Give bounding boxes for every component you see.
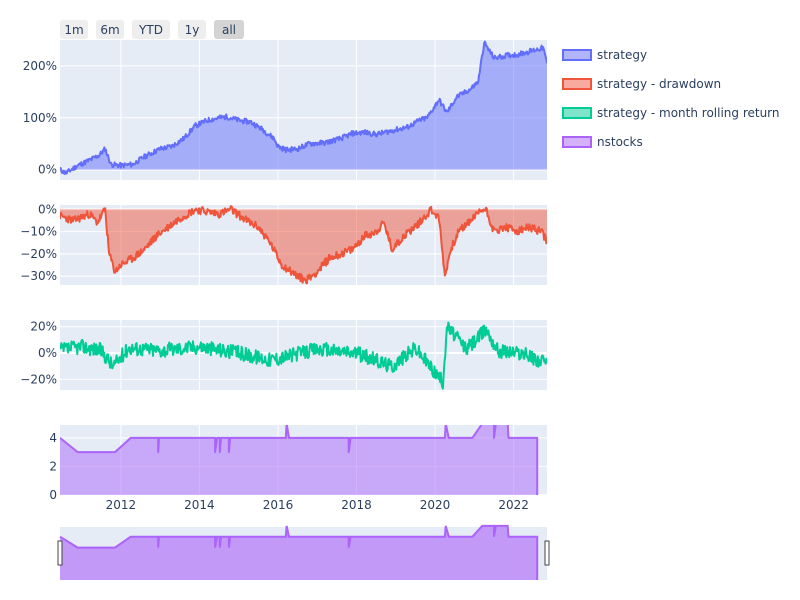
range-button-ytd[interactable]: YTD bbox=[132, 20, 170, 39]
x-tick-label: 2018 bbox=[341, 498, 372, 512]
legend-swatch bbox=[562, 78, 592, 90]
y-tick-label: 2 bbox=[49, 459, 57, 473]
y-tick-label: −30% bbox=[20, 269, 57, 283]
range-button-label: YTD bbox=[138, 23, 163, 37]
range-selector: 1m 6m YTD 1y all bbox=[60, 20, 244, 39]
legend-item-rolling[interactable]: strategy - month rolling return bbox=[562, 106, 780, 120]
range-handle-left[interactable] bbox=[57, 540, 63, 566]
y-tick-label: 4 bbox=[49, 431, 57, 445]
area-fill-drawdown bbox=[60, 206, 547, 284]
y-tick-label: −20% bbox=[20, 247, 57, 261]
legend-item-strategy[interactable]: strategy bbox=[562, 48, 647, 62]
y-tick-label: 0% bbox=[38, 346, 57, 360]
panel-drawdown: 0% −10% −20% −30% bbox=[20, 202, 547, 285]
range-button-1m[interactable]: 1m bbox=[60, 20, 88, 39]
range-button-label: 1y bbox=[185, 23, 200, 37]
x-tick-label: 2012 bbox=[106, 498, 137, 512]
range-button-label: 6m bbox=[100, 23, 119, 37]
range-button-label: 1m bbox=[64, 23, 83, 37]
range-button-label: all bbox=[222, 23, 236, 37]
range-button-1y[interactable]: 1y bbox=[178, 20, 206, 39]
range-button-bg bbox=[96, 20, 124, 39]
range-button-6m[interactable]: 6m bbox=[96, 20, 124, 39]
series-line-strategy bbox=[60, 40, 547, 175]
legend-swatch bbox=[562, 49, 592, 61]
legend-label: strategy bbox=[597, 48, 647, 62]
range-button-bg bbox=[178, 20, 206, 39]
legend-swatch bbox=[562, 107, 592, 119]
legend-item-nstocks[interactable]: nstocks bbox=[562, 135, 643, 149]
y-tick-label: −10% bbox=[20, 225, 57, 239]
x-tick-label: 2022 bbox=[498, 498, 529, 512]
y-tick-label: 0% bbox=[38, 163, 57, 177]
series-line-rolling bbox=[60, 321, 547, 390]
x-tick-label: 2014 bbox=[184, 498, 215, 512]
y-tick-label: 20% bbox=[30, 320, 57, 334]
range-button-bg bbox=[60, 20, 88, 39]
range-button-bg bbox=[132, 20, 170, 39]
x-tick-label: 2016 bbox=[263, 498, 294, 512]
range-button-bg bbox=[214, 20, 244, 39]
series-line-drawdown bbox=[60, 205, 547, 285]
legend: strategy strategy - drawdown strategy - mo… bbox=[562, 48, 780, 149]
y-tick-label: 100% bbox=[23, 111, 57, 125]
range-slider-line bbox=[59, 524, 539, 580]
panel-strategy: 0% 100% 200% bbox=[23, 40, 547, 180]
area-fill-nstocks bbox=[60, 425, 538, 495]
range-slider[interactable] bbox=[57, 524, 550, 580]
x-tick-label: 2020 bbox=[420, 498, 451, 512]
legend-item-drawdown[interactable]: strategy - drawdown bbox=[562, 77, 721, 91]
y-tick-label: −20% bbox=[20, 372, 57, 386]
legend-swatch bbox=[562, 136, 592, 148]
range-slider-area bbox=[60, 525, 538, 580]
y-tick-label: 0 bbox=[49, 488, 57, 502]
panel-rolling: 20% 0% −20% bbox=[20, 320, 547, 390]
y-tick-label: 200% bbox=[23, 59, 57, 73]
legend-label: nstocks bbox=[597, 135, 643, 149]
y-tick-label: 0% bbox=[38, 202, 57, 216]
series-line-nstocks bbox=[60, 425, 539, 495]
range-button-all[interactable]: all bbox=[214, 20, 244, 39]
range-handle-right[interactable] bbox=[544, 540, 550, 566]
panel-nstocks: 0 2 4 bbox=[49, 425, 547, 502]
legend-label: strategy - drawdown bbox=[597, 77, 721, 91]
legend-label: strategy - month rolling return bbox=[597, 106, 780, 120]
